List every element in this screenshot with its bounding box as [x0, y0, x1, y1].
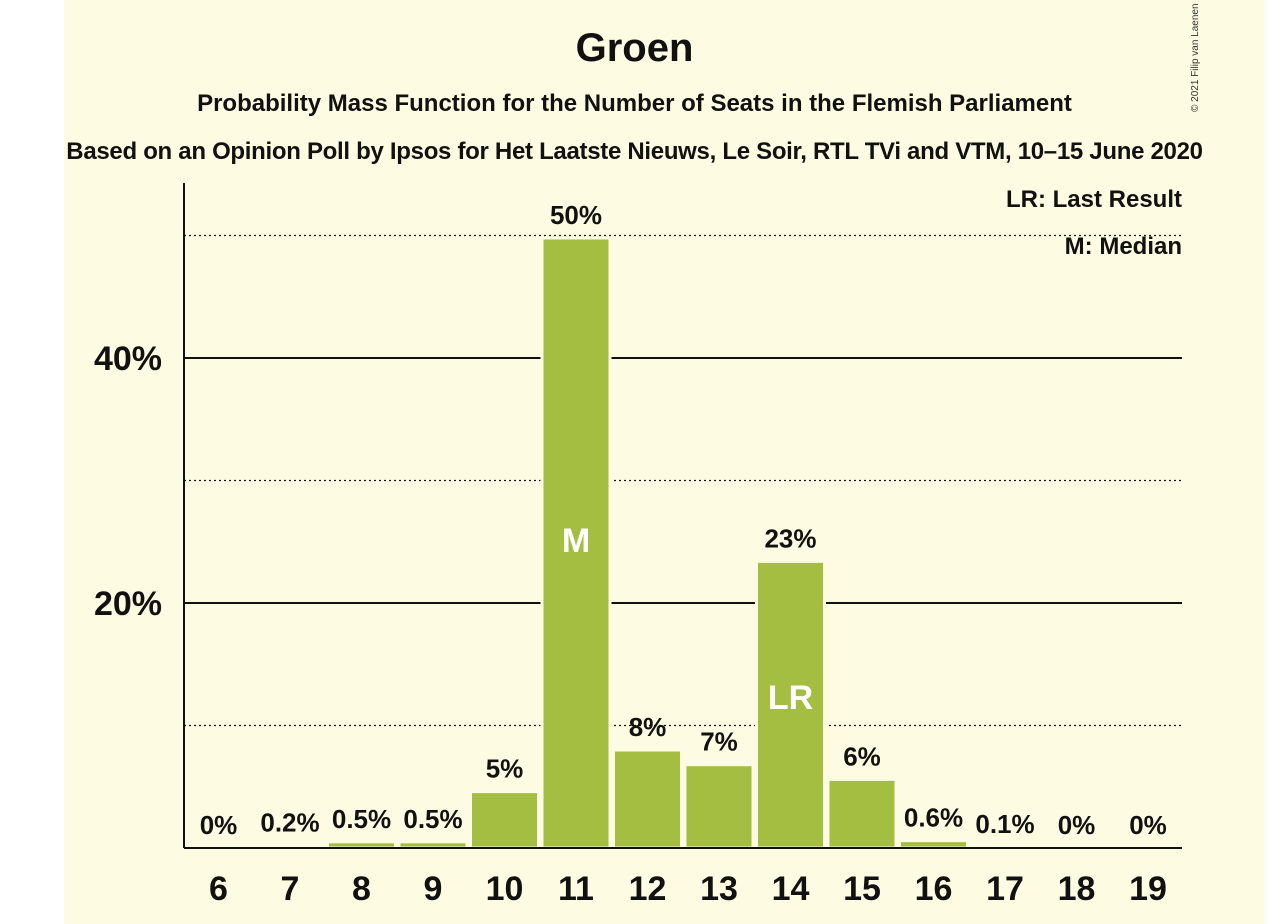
bar-value-label: 23% — [764, 523, 816, 553]
bar-value-label: 8% — [629, 712, 667, 742]
x-tick-label: 19 — [1129, 870, 1167, 908]
bar-16 — [898, 839, 969, 850]
chart-source-line: Based on an Opinion Poll by Ipsos for He… — [66, 138, 1203, 165]
x-tick-label: 13 — [700, 870, 738, 908]
bar-value-label: 0.5% — [332, 804, 391, 834]
legend-median: M: Median — [1064, 233, 1182, 260]
legend-last-result: LR: Last Result — [1005, 186, 1182, 213]
x-tick-label: 18 — [1058, 870, 1096, 908]
bar-11 — [540, 236, 612, 850]
bar-value-label: 7% — [700, 727, 738, 757]
bar-value-label: 0% — [1058, 810, 1096, 840]
x-tick-label: 6 — [209, 870, 228, 908]
bar-value-label: 0.5% — [403, 804, 462, 834]
bar-value-label: 0% — [1129, 810, 1167, 840]
bar-value-label: 0.6% — [904, 803, 963, 833]
bar-10 — [469, 790, 540, 850]
chart-subtitle: Probability Mass Function for the Number… — [197, 90, 1072, 117]
x-tick-label: 17 — [986, 870, 1024, 908]
y-tick-label: 20% — [94, 585, 162, 623]
last-result-marker: LR — [768, 679, 813, 717]
bar-12 — [612, 748, 683, 850]
bar-13 — [683, 763, 755, 850]
x-tick-label: 14 — [772, 870, 810, 908]
x-tick-label: 12 — [629, 870, 667, 908]
y-tick-label: 40% — [94, 340, 162, 378]
bar-15 — [826, 777, 898, 850]
bar-value-label: 0% — [200, 810, 238, 840]
bar-value-label: 6% — [843, 741, 881, 771]
x-tick-label: 8 — [352, 870, 371, 908]
chart-title: Groen — [575, 26, 694, 70]
bar-value-label: 0.1% — [975, 809, 1034, 839]
x-tick-label: 7 — [281, 870, 300, 908]
x-tick-label: 10 — [486, 870, 524, 908]
x-tick-label: 16 — [915, 870, 953, 908]
median-marker: M — [562, 522, 590, 560]
x-tick-label: 15 — [843, 870, 881, 908]
bar-value-label: 5% — [486, 754, 524, 784]
x-tick-label: 11 — [558, 870, 594, 908]
bar-value-label: 50% — [550, 200, 602, 230]
x-tick-label: 9 — [424, 870, 443, 908]
bar-14 — [755, 559, 826, 850]
bar-value-label: 0.2% — [260, 808, 319, 838]
